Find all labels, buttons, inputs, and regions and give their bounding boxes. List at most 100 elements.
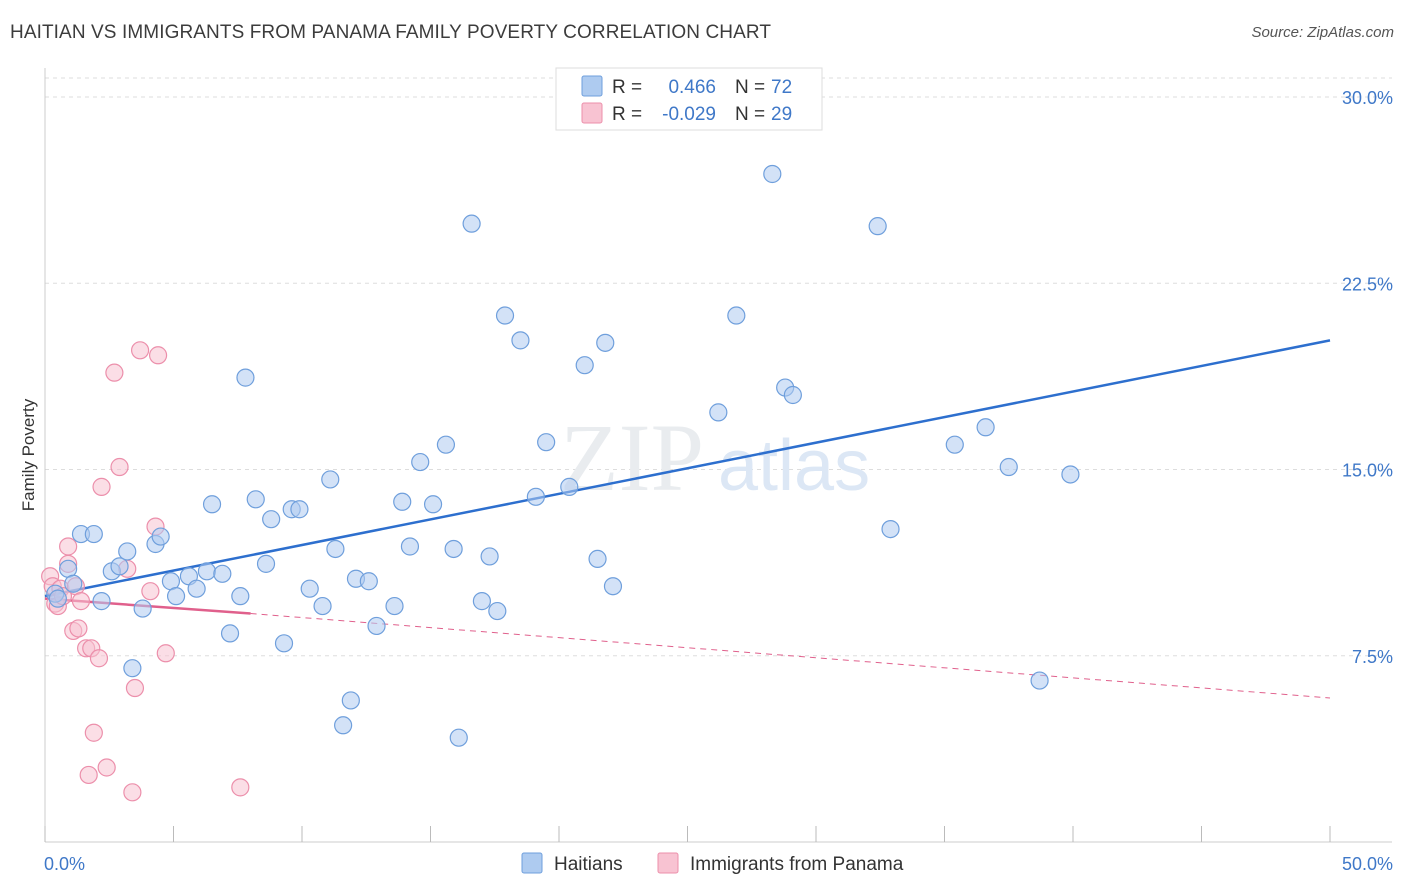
data-point-panama bbox=[130, 341, 150, 360]
bottom-legend-haitians: Haitians bbox=[554, 854, 623, 875]
source-label: Source: ZipAtlas.com bbox=[1251, 24, 1394, 41]
data-point-haitians bbox=[110, 557, 129, 576]
data-point-panama bbox=[110, 457, 129, 477]
data-point-panama bbox=[105, 363, 124, 382]
data-point-haitians bbox=[313, 596, 332, 616]
data-point-haitians bbox=[488, 601, 507, 621]
data-point-haitians bbox=[1030, 671, 1049, 690]
series-immigrants-from-panama bbox=[41, 341, 250, 802]
data-point-haitians bbox=[151, 527, 170, 546]
data-point-haitians bbox=[945, 435, 964, 454]
bottom-legend-swatch-haitians bbox=[521, 852, 543, 874]
data-point-haitians bbox=[213, 564, 232, 583]
x-tick-labels: 0.0% 50.0% bbox=[44, 854, 1393, 874]
regression-line-haitians bbox=[44, 339, 1331, 598]
legend-n-value-1: 72 bbox=[771, 77, 792, 98]
data-point-panama bbox=[141, 582, 160, 601]
data-point-haitians bbox=[84, 524, 103, 544]
x-tick-label: 0.0% bbox=[44, 854, 85, 874]
data-point-haitians bbox=[449, 728, 468, 747]
data-point-haitians bbox=[326, 539, 345, 559]
data-point-haitians bbox=[262, 510, 281, 529]
series-haitians bbox=[46, 164, 1080, 747]
gridlines bbox=[45, 77, 1392, 657]
y-tick-label: 15.0% bbox=[1342, 461, 1393, 481]
data-point-haitians bbox=[462, 214, 481, 233]
data-point-haitians bbox=[783, 385, 802, 405]
data-point-haitians bbox=[385, 596, 404, 616]
data-point-haitians bbox=[881, 519, 900, 539]
data-point-panama bbox=[123, 783, 142, 802]
data-point-haitians bbox=[575, 356, 594, 375]
data-point-haitians bbox=[187, 579, 206, 598]
axes bbox=[44, 68, 1392, 843]
data-point-haitians bbox=[480, 547, 499, 566]
data-point-haitians bbox=[868, 217, 887, 236]
data-point-haitians bbox=[321, 470, 340, 489]
y-axis-title: Family Poverty bbox=[19, 398, 38, 511]
legend-r-value-2: -0.029 bbox=[662, 104, 716, 125]
legend-r-label-2: R = bbox=[612, 104, 642, 125]
data-point-haitians bbox=[367, 616, 386, 636]
data-point-haitians bbox=[588, 549, 607, 569]
data-point-haitians bbox=[763, 164, 782, 184]
data-point-haitians bbox=[495, 306, 515, 325]
data-point-haitians bbox=[166, 587, 186, 606]
watermark-atlas: atlas bbox=[718, 426, 870, 506]
data-point-haitians bbox=[472, 592, 491, 611]
data-point-panama bbox=[92, 477, 111, 496]
data-point-haitians bbox=[526, 487, 545, 506]
data-point-haitians bbox=[999, 457, 1018, 477]
data-point-haitians bbox=[511, 331, 530, 350]
data-point-panama bbox=[84, 723, 103, 742]
data-point-haitians bbox=[231, 587, 250, 606]
data-point-haitians bbox=[560, 477, 579, 496]
data-point-haitians bbox=[359, 572, 378, 591]
data-point-haitians bbox=[118, 542, 137, 561]
data-point-haitians bbox=[197, 562, 217, 581]
data-point-panama bbox=[125, 678, 145, 698]
data-point-haitians bbox=[274, 634, 294, 653]
data-point-haitians bbox=[596, 333, 615, 352]
watermark-zip: ZIP bbox=[560, 404, 704, 511]
regression-lines bbox=[44, 339, 1331, 699]
data-point-panama bbox=[89, 649, 109, 668]
data-point-haitians bbox=[727, 306, 746, 325]
legend-r-value-1: 0.466 bbox=[668, 77, 716, 98]
data-point-panama bbox=[59, 537, 78, 556]
data-point-haitians bbox=[393, 492, 412, 511]
data-point-panama bbox=[231, 778, 250, 797]
data-point-haitians bbox=[92, 592, 111, 611]
data-point-haitians bbox=[256, 554, 276, 573]
data-point-haitians bbox=[976, 418, 995, 437]
data-point-haitians bbox=[48, 589, 67, 608]
legend-r-label-1: R = bbox=[612, 77, 642, 98]
data-point-haitians bbox=[334, 716, 353, 735]
x-tick-label: 50.0% bbox=[1342, 854, 1393, 874]
legend-swatch-haitians bbox=[581, 75, 603, 97]
y-tick-labels: 30.0% 22.5% 15.0% 7.5% bbox=[1342, 88, 1393, 667]
y-tick-label: 30.0% bbox=[1342, 88, 1393, 108]
bottom-legend: Haitians Immigrants from Panama bbox=[521, 852, 904, 875]
legend-n-value-2: 29 bbox=[771, 104, 792, 125]
data-point-haitians bbox=[411, 452, 430, 472]
legend-swatch-panama bbox=[581, 102, 603, 124]
data-point-panama bbox=[71, 592, 91, 611]
bottom-legend-panama: Immigrants from Panama bbox=[690, 854, 904, 875]
data-point-haitians bbox=[300, 579, 319, 598]
regression-extension-panama bbox=[250, 613, 1331, 699]
y-tick-label: 7.5% bbox=[1352, 647, 1393, 667]
data-point-haitians bbox=[709, 403, 728, 422]
data-point-haitians bbox=[1061, 465, 1080, 484]
data-point-haitians bbox=[133, 599, 152, 618]
data-point-haitians bbox=[290, 500, 309, 519]
y-tick-label: 22.5% bbox=[1342, 274, 1393, 294]
data-point-haitians bbox=[537, 433, 556, 452]
data-point-panama bbox=[156, 644, 175, 663]
data-point-haitians bbox=[123, 659, 142, 678]
data-point-haitians bbox=[246, 490, 265, 509]
legend: R = 0.466 N = 72 R = -0.029 N = 29 bbox=[555, 67, 823, 131]
chart-title: HAITIAN VS IMMIGRANTS FROM PANAMA FAMILY… bbox=[10, 22, 772, 43]
data-point-haitians bbox=[202, 495, 222, 514]
